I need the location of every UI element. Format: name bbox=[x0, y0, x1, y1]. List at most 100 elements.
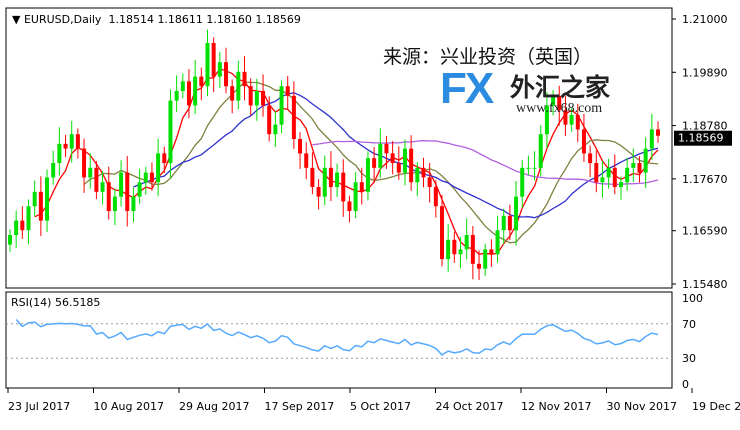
candle-body bbox=[20, 220, 25, 231]
candle-body bbox=[143, 172, 148, 183]
candle-body bbox=[581, 129, 586, 154]
candle-body bbox=[224, 62, 228, 87]
candle-body bbox=[507, 215, 512, 231]
candle-body bbox=[149, 172, 154, 183]
candle-body bbox=[575, 115, 580, 130]
candle-body bbox=[569, 115, 574, 125]
moving-average-13 bbox=[83, 81, 659, 244]
rsi-tick-label: 30 bbox=[682, 352, 696, 365]
candle-body bbox=[489, 249, 494, 255]
candle-body bbox=[390, 153, 395, 164]
candle-body bbox=[631, 163, 636, 168]
candle-body bbox=[119, 172, 124, 197]
price-tick-label: 1.19890 bbox=[682, 66, 728, 79]
candle-body bbox=[162, 153, 167, 164]
candle-body bbox=[365, 158, 370, 192]
candle-body bbox=[193, 76, 198, 106]
candle-body bbox=[51, 163, 56, 178]
candle-body bbox=[32, 191, 37, 207]
candle-body bbox=[483, 249, 488, 269]
candle-body bbox=[254, 91, 259, 106]
candle-body bbox=[14, 220, 19, 236]
candle-body bbox=[433, 187, 438, 207]
candle-body bbox=[649, 129, 654, 149]
rsi-label: RSI(14) 56.5185 bbox=[11, 296, 100, 309]
candle-body bbox=[563, 110, 568, 125]
candle-body bbox=[470, 235, 475, 264]
candle-body bbox=[464, 235, 469, 250]
fx-logo: FX bbox=[440, 64, 494, 113]
candle-body bbox=[310, 167, 315, 188]
dropdown-triangle-icon[interactable]: ▼ bbox=[12, 13, 21, 26]
candle-body bbox=[600, 177, 605, 183]
candle-body bbox=[273, 124, 278, 135]
candle-body bbox=[199, 76, 204, 87]
price-tick-label: 1.16590 bbox=[682, 225, 728, 238]
candle-body bbox=[618, 182, 623, 188]
candle-body bbox=[402, 148, 407, 173]
candle-body bbox=[495, 230, 500, 255]
chart-header: ▼ EURUSD,Daily 1.18514 1.18611 1.18160 1… bbox=[12, 13, 301, 26]
candle-body bbox=[594, 163, 599, 183]
candle-body bbox=[186, 81, 191, 106]
candle-body bbox=[557, 95, 562, 111]
candle-body bbox=[131, 196, 136, 212]
price-tick-label: 1.21000 bbox=[682, 13, 728, 26]
candle-body bbox=[38, 191, 43, 221]
date-tick-label: 12 Nov 2017 bbox=[521, 400, 591, 413]
current-price-box bbox=[674, 130, 732, 146]
date-tick-label: 30 Nov 2017 bbox=[607, 400, 677, 413]
candle-body bbox=[75, 134, 80, 149]
candle-body bbox=[69, 134, 74, 149]
candle-body bbox=[261, 91, 266, 106]
price-tick-label: 1.18780 bbox=[682, 120, 728, 133]
candle-body bbox=[291, 95, 296, 140]
candle-body bbox=[45, 177, 50, 221]
candle-body bbox=[88, 167, 93, 178]
candle-body bbox=[236, 71, 241, 101]
candle-body bbox=[242, 71, 247, 87]
candle-body bbox=[82, 148, 87, 178]
candle-body bbox=[378, 143, 383, 168]
moving-average-21 bbox=[133, 92, 659, 219]
candle-body bbox=[347, 201, 352, 212]
candle-body bbox=[248, 86, 253, 106]
date-tick-label: 23 Jul 2017 bbox=[8, 400, 70, 413]
candle-body bbox=[112, 196, 117, 212]
candle-body bbox=[137, 182, 142, 197]
candle-body bbox=[125, 172, 130, 212]
candle-body bbox=[520, 167, 525, 197]
rsi-line bbox=[15, 319, 659, 356]
fx68-watermark: FX 外汇之家 www.fx68.com bbox=[440, 64, 635, 122]
candle-body bbox=[168, 100, 173, 164]
watermark-url: www.fx68.com bbox=[516, 101, 603, 116]
candle-body bbox=[285, 86, 290, 96]
candle-body bbox=[94, 167, 99, 192]
candle-body bbox=[551, 95, 556, 106]
ohlc-values: 1.18514 1.18611 1.18160 1.18569 bbox=[108, 13, 301, 26]
date-tick-label: 29 Aug 2017 bbox=[179, 400, 249, 413]
rsi-tick-label: 0 bbox=[682, 378, 689, 391]
candle-body bbox=[409, 148, 414, 183]
candle-body bbox=[211, 43, 216, 77]
candle-body bbox=[205, 43, 210, 87]
candle-body bbox=[625, 167, 630, 183]
candle-body bbox=[106, 182, 111, 212]
rsi-panel bbox=[5, 291, 673, 389]
candle-body bbox=[57, 143, 62, 164]
candle-body bbox=[180, 81, 185, 92]
candle-body bbox=[279, 86, 284, 125]
rsi-tick-label: 100 bbox=[682, 292, 703, 305]
candle-body bbox=[26, 206, 31, 231]
candle-body bbox=[421, 167, 426, 178]
candle-body bbox=[637, 163, 642, 173]
candle-body bbox=[427, 177, 432, 188]
candle-body bbox=[446, 239, 451, 260]
candle-body bbox=[501, 215, 506, 231]
candle-body bbox=[230, 86, 235, 101]
candle-body bbox=[63, 143, 68, 149]
candle-body bbox=[359, 182, 364, 192]
candle-body bbox=[298, 139, 303, 154]
candle-body bbox=[514, 196, 519, 231]
candle-body bbox=[477, 263, 482, 269]
